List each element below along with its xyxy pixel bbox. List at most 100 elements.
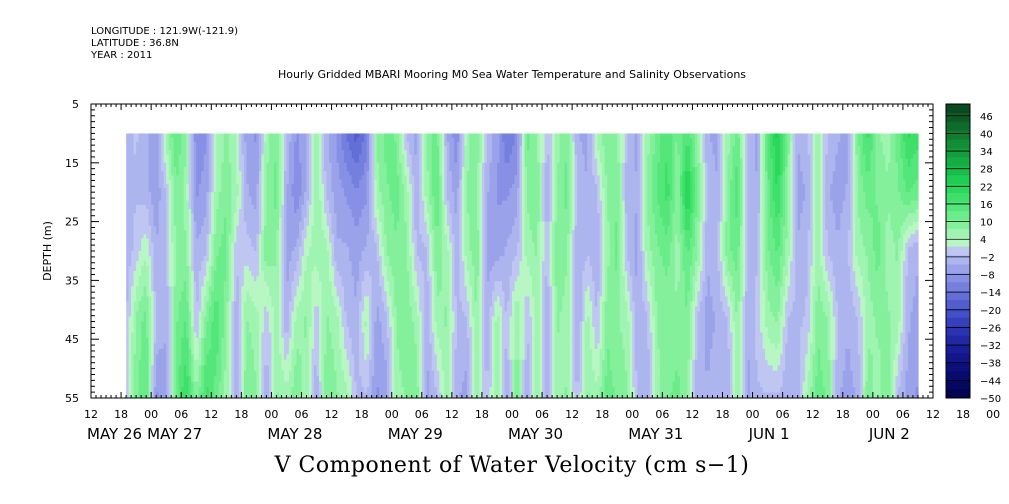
heatmap-cell — [181, 316, 185, 323]
heatmap-cell — [156, 359, 160, 366]
heatmap-cell — [126, 234, 130, 239]
heatmap-cell — [173, 354, 177, 361]
heatmap-cell — [148, 256, 152, 262]
heatmap-cell — [186, 381, 190, 388]
heatmap-cell — [166, 321, 170, 328]
heatmap-cell — [131, 183, 135, 189]
heatmap-cell — [181, 183, 185, 189]
heatmap-cell — [133, 311, 137, 318]
heatmap-cell — [158, 171, 162, 176]
heatmap-cell — [148, 154, 152, 160]
heatmap-cell — [143, 192, 147, 197]
heatmap-cell — [131, 200, 135, 206]
heatmap-cell — [186, 359, 190, 366]
heatmap-cell — [151, 376, 155, 383]
heatmap-cell — [153, 175, 157, 181]
heatmap-cell — [183, 133, 187, 139]
heatmap-cell — [146, 311, 150, 318]
heatmap-cell — [143, 281, 147, 287]
heatmap-cell — [181, 348, 185, 355]
heatmap-cell — [148, 337, 152, 344]
heatmap-cell — [126, 137, 130, 143]
heatmap-cell — [148, 370, 152, 377]
heatmap-cell — [148, 175, 152, 181]
heatmap-cell — [188, 175, 192, 181]
heatmap-cell — [131, 387, 135, 394]
heatmap-cell — [153, 209, 157, 214]
heatmap-cell — [136, 242, 140, 248]
heatmap-cell — [136, 256, 140, 262]
heatmap-cell — [193, 158, 197, 164]
heatmap-cell — [156, 154, 160, 160]
heatmap-cell — [151, 179, 155, 185]
heatmap-cell — [133, 286, 137, 292]
heatmap-cell — [126, 221, 130, 227]
heatmap-cell — [158, 183, 162, 189]
heatmap-cell — [143, 343, 147, 350]
heatmap-cell — [153, 234, 157, 239]
heatmap-cell — [136, 183, 140, 189]
heatmap-cell — [188, 365, 192, 372]
heatmap-cell — [153, 183, 157, 189]
heatmap-cell — [156, 242, 160, 248]
heatmap-cell — [183, 392, 187, 398]
heatmap-cell — [166, 204, 170, 210]
heatmap-cell — [128, 183, 132, 189]
heatmap-cell — [151, 133, 155, 139]
heatmap-cell — [166, 167, 170, 172]
heatmap-cell — [171, 261, 175, 267]
heatmap-cell — [133, 175, 137, 181]
heatmap-cell — [188, 204, 192, 210]
heatmap-cell — [191, 234, 195, 239]
heatmap-cell — [178, 234, 182, 239]
heatmap-cell — [126, 196, 130, 202]
heatmap-cell — [153, 359, 157, 366]
heatmap-cell — [163, 221, 167, 227]
heatmap-cell — [136, 213, 140, 218]
heatmap-cell — [143, 179, 147, 185]
heatmap-cell — [176, 311, 180, 318]
heatmap-cell — [128, 276, 132, 282]
heatmap-cell — [131, 266, 135, 272]
heatmap-cell — [151, 256, 155, 262]
heatmap-cell — [141, 332, 145, 339]
heatmap-cell — [143, 158, 147, 164]
heatmap-cell — [148, 321, 152, 328]
heatmap-cell — [133, 301, 137, 308]
heatmap-cell — [143, 150, 147, 155]
heatmap-cell — [143, 242, 147, 248]
heatmap-cell — [186, 321, 190, 328]
heatmap-cell — [138, 137, 142, 143]
heatmap-cell — [191, 183, 195, 189]
heatmap-cell — [193, 234, 197, 239]
heatmap-cell — [183, 183, 187, 189]
heatmap-cell — [171, 221, 175, 227]
heatmap-cell — [178, 154, 182, 160]
heatmap-cell — [148, 200, 152, 206]
heatmap-cell — [173, 359, 177, 366]
heatmap-cell — [156, 311, 160, 318]
heatmap-cell — [126, 276, 130, 282]
heatmap-cell — [128, 133, 132, 139]
heatmap-cell — [153, 158, 157, 164]
heatmap-cell — [188, 133, 192, 139]
heatmap-cell — [131, 204, 135, 210]
heatmap-cell — [138, 276, 142, 282]
heatmap-cell — [131, 225, 135, 231]
heatmap-cell — [128, 196, 132, 202]
heatmap-cell — [153, 246, 157, 252]
heatmap-cell — [161, 301, 165, 308]
heatmap-cell — [133, 281, 137, 287]
heatmap-cell — [168, 286, 172, 292]
heatmap-cell — [141, 246, 145, 252]
heatmap-cell — [186, 392, 190, 398]
heatmap-cell — [141, 238, 145, 244]
heatmap-cell — [186, 261, 190, 267]
heatmap-cell — [193, 291, 197, 297]
heatmap-cell — [171, 242, 175, 248]
heatmap-cell — [178, 316, 182, 323]
heatmap-cell — [161, 387, 165, 394]
heatmap-cell — [148, 217, 152, 223]
heatmap-cell — [186, 196, 190, 202]
heatmap-cell — [181, 266, 185, 272]
